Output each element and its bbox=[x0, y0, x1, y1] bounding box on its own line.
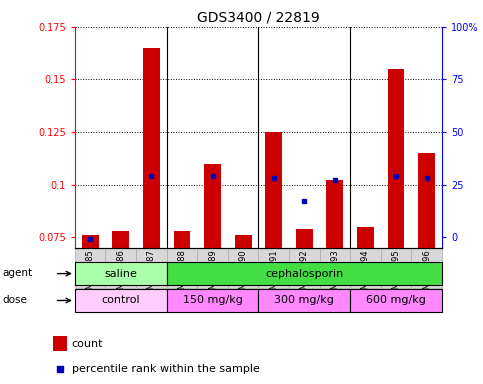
Bar bbox=[327, 180, 343, 248]
Bar bbox=[113, 231, 129, 248]
Text: percentile rank within the sample: percentile rank within the sample bbox=[71, 364, 259, 374]
Text: 600 mg/kg: 600 mg/kg bbox=[366, 295, 426, 306]
Bar bbox=[258, 248, 289, 288]
Bar bbox=[412, 27, 442, 248]
Text: 150 mg/kg: 150 mg/kg bbox=[183, 295, 242, 306]
Bar bbox=[136, 27, 167, 248]
Bar bbox=[412, 248, 442, 288]
Bar bbox=[289, 248, 320, 288]
Title: GDS3400 / 22819: GDS3400 / 22819 bbox=[197, 10, 320, 24]
Bar bbox=[357, 227, 374, 248]
Text: dose: dose bbox=[2, 295, 28, 305]
FancyBboxPatch shape bbox=[75, 289, 167, 312]
FancyBboxPatch shape bbox=[75, 262, 167, 285]
Bar bbox=[173, 231, 190, 248]
Bar bbox=[143, 48, 160, 248]
Bar bbox=[289, 27, 320, 248]
Bar bbox=[75, 27, 105, 248]
Bar bbox=[296, 229, 313, 248]
Bar bbox=[235, 235, 252, 248]
Bar bbox=[350, 27, 381, 248]
Bar bbox=[82, 235, 99, 248]
Bar bbox=[136, 248, 167, 288]
Text: saline: saline bbox=[104, 268, 137, 279]
Bar bbox=[197, 27, 228, 248]
Bar bbox=[105, 27, 136, 248]
Bar bbox=[204, 164, 221, 248]
Text: agent: agent bbox=[2, 268, 32, 278]
Bar bbox=[320, 27, 350, 248]
Bar bbox=[197, 248, 228, 288]
Text: control: control bbox=[101, 295, 140, 306]
Text: 300 mg/kg: 300 mg/kg bbox=[274, 295, 334, 306]
Bar bbox=[53, 336, 68, 351]
Bar bbox=[167, 27, 197, 248]
Bar bbox=[167, 248, 197, 288]
Bar bbox=[75, 248, 105, 288]
FancyBboxPatch shape bbox=[167, 289, 258, 312]
Bar bbox=[320, 248, 350, 288]
FancyBboxPatch shape bbox=[167, 262, 442, 285]
Text: cephalosporin: cephalosporin bbox=[265, 268, 343, 279]
Bar bbox=[228, 248, 258, 288]
FancyBboxPatch shape bbox=[350, 289, 442, 312]
Bar bbox=[265, 132, 282, 248]
Bar bbox=[105, 248, 136, 288]
Bar bbox=[418, 153, 435, 248]
Bar bbox=[228, 27, 258, 248]
Text: count: count bbox=[71, 339, 103, 349]
Bar bbox=[258, 27, 289, 248]
FancyBboxPatch shape bbox=[258, 289, 350, 312]
Bar bbox=[350, 248, 381, 288]
Bar bbox=[381, 27, 412, 248]
Bar bbox=[388, 69, 404, 248]
Bar bbox=[381, 248, 412, 288]
